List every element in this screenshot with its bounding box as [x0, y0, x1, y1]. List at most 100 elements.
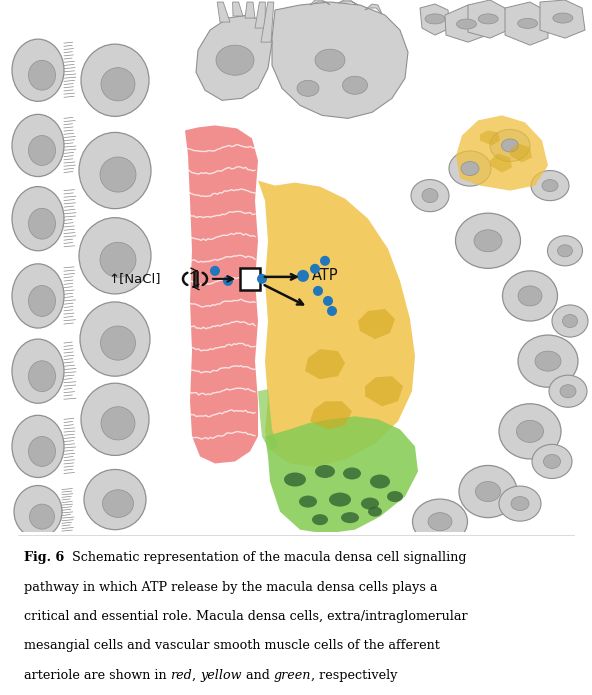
Circle shape — [327, 306, 337, 316]
Ellipse shape — [341, 512, 359, 523]
Ellipse shape — [79, 133, 151, 208]
Ellipse shape — [461, 161, 479, 176]
Ellipse shape — [425, 14, 445, 24]
Ellipse shape — [552, 305, 588, 337]
Ellipse shape — [81, 44, 149, 116]
Polygon shape — [310, 401, 352, 430]
Polygon shape — [310, 0, 330, 5]
Ellipse shape — [499, 486, 541, 521]
Circle shape — [310, 264, 320, 274]
Polygon shape — [258, 389, 278, 452]
Ellipse shape — [558, 245, 572, 257]
Ellipse shape — [12, 416, 64, 477]
Ellipse shape — [28, 208, 56, 239]
Polygon shape — [365, 376, 403, 407]
Text: yellow: yellow — [200, 669, 242, 682]
Text: red: red — [170, 669, 192, 682]
Ellipse shape — [501, 139, 519, 152]
Ellipse shape — [30, 504, 54, 529]
Text: Schematic representation of the macula densa cell signalling: Schematic representation of the macula d… — [64, 551, 466, 564]
Text: ATP: ATP — [312, 268, 339, 284]
Ellipse shape — [422, 188, 438, 203]
Ellipse shape — [531, 170, 569, 201]
Ellipse shape — [12, 115, 64, 177]
Polygon shape — [272, 2, 408, 118]
Polygon shape — [338, 0, 358, 5]
Ellipse shape — [28, 361, 56, 391]
Text: arteriole are shown in: arteriole are shown in — [24, 669, 170, 682]
Ellipse shape — [387, 491, 403, 502]
Ellipse shape — [503, 271, 558, 321]
Ellipse shape — [299, 496, 317, 507]
Circle shape — [257, 274, 267, 284]
Polygon shape — [540, 0, 585, 38]
Polygon shape — [480, 131, 500, 145]
Polygon shape — [196, 15, 272, 100]
Ellipse shape — [475, 482, 500, 502]
Ellipse shape — [499, 404, 561, 459]
Bar — [240, 268, 260, 290]
Polygon shape — [245, 2, 255, 18]
Ellipse shape — [216, 45, 254, 75]
Text: ,: , — [192, 669, 200, 682]
Ellipse shape — [100, 157, 136, 192]
Ellipse shape — [100, 243, 136, 277]
Ellipse shape — [315, 49, 345, 71]
Ellipse shape — [329, 493, 351, 507]
Ellipse shape — [532, 444, 572, 478]
Polygon shape — [505, 2, 548, 45]
Ellipse shape — [284, 473, 306, 486]
Ellipse shape — [411, 179, 449, 212]
Ellipse shape — [474, 230, 502, 252]
Ellipse shape — [548, 236, 583, 266]
Ellipse shape — [28, 436, 56, 466]
Ellipse shape — [81, 383, 149, 455]
Polygon shape — [258, 181, 415, 466]
Polygon shape — [456, 115, 548, 190]
Text: pathway in which ATP release by the macula densa cells plays a: pathway in which ATP release by the macu… — [24, 581, 437, 594]
Ellipse shape — [518, 286, 542, 306]
Ellipse shape — [80, 302, 150, 376]
Ellipse shape — [511, 496, 529, 511]
Ellipse shape — [14, 486, 62, 538]
Ellipse shape — [28, 60, 56, 90]
Ellipse shape — [12, 339, 64, 403]
Circle shape — [323, 296, 333, 306]
Text: , respectively: , respectively — [311, 669, 398, 682]
Ellipse shape — [456, 19, 477, 29]
Ellipse shape — [562, 315, 578, 327]
Polygon shape — [185, 125, 258, 464]
Ellipse shape — [361, 498, 379, 509]
Ellipse shape — [79, 218, 151, 294]
Ellipse shape — [315, 465, 335, 478]
Circle shape — [297, 270, 309, 282]
Ellipse shape — [428, 513, 452, 531]
Ellipse shape — [12, 39, 64, 101]
Ellipse shape — [543, 455, 561, 468]
Polygon shape — [265, 416, 418, 534]
Polygon shape — [365, 4, 382, 14]
Polygon shape — [490, 154, 512, 172]
Ellipse shape — [478, 14, 498, 24]
Circle shape — [223, 276, 233, 286]
Ellipse shape — [101, 326, 136, 360]
Ellipse shape — [297, 80, 319, 97]
Ellipse shape — [455, 213, 520, 268]
Ellipse shape — [413, 499, 468, 544]
Circle shape — [210, 265, 220, 276]
Polygon shape — [255, 2, 265, 28]
Polygon shape — [468, 0, 508, 38]
Ellipse shape — [102, 490, 134, 518]
Ellipse shape — [370, 475, 390, 489]
Polygon shape — [217, 2, 230, 22]
Text: ↑[NaCl]: ↑[NaCl] — [108, 272, 160, 286]
Ellipse shape — [490, 129, 530, 161]
Ellipse shape — [518, 335, 578, 387]
Ellipse shape — [101, 407, 135, 440]
Ellipse shape — [542, 179, 558, 192]
Circle shape — [313, 286, 323, 296]
Ellipse shape — [535, 351, 561, 371]
Ellipse shape — [101, 67, 135, 101]
Ellipse shape — [28, 286, 56, 316]
Polygon shape — [445, 5, 487, 42]
